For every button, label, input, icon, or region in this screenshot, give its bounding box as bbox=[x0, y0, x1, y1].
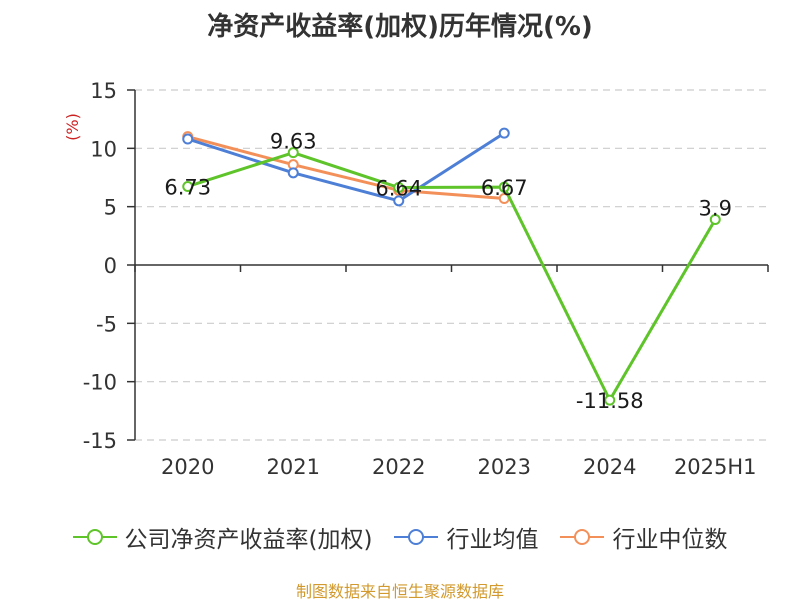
data-point bbox=[182, 180, 194, 192]
y-tick-label: 0 bbox=[104, 254, 117, 278]
data-point bbox=[709, 214, 721, 225]
legend-label-industry-mean: 行业均值 bbox=[446, 527, 539, 553]
y-tick-label: 15 bbox=[90, 79, 117, 103]
legend: 公司净资产收益率(加权) 行业均值 行业中位数 bbox=[0, 520, 800, 554]
data-point bbox=[604, 394, 616, 406]
legend-item-industry-median[interactable]: 行业中位数 bbox=[560, 520, 727, 554]
x-tick-label: 2022 bbox=[372, 455, 425, 479]
data-label: 9.63 bbox=[270, 130, 317, 154]
legend-item-company[interactable]: 公司净资产收益率(加权) bbox=[72, 520, 373, 554]
data-label: -11.58 bbox=[576, 389, 644, 413]
y-tick-label: 10 bbox=[90, 137, 117, 161]
axes: 15 10 5 0 -5 -10 -15 2020 2021 2022 2023 2024 2025H1… bbox=[63, 79, 769, 479]
data-point bbox=[393, 195, 405, 207]
legend-marker-industry-mean bbox=[394, 529, 439, 545]
y-tick-label: -5 bbox=[96, 312, 117, 336]
data-point bbox=[498, 181, 510, 193]
data-label: 6.64 bbox=[375, 177, 422, 201]
data-labels: 6.73 9.63 6.64 6.67 -11.58 3.9 bbox=[164, 130, 732, 413]
data-point bbox=[393, 182, 405, 194]
data-point bbox=[498, 127, 510, 139]
y-tick-label: 5 bbox=[104, 196, 117, 220]
y-tick-label: -10 bbox=[83, 371, 117, 395]
data-label: 6.67 bbox=[481, 176, 528, 200]
series-layer bbox=[182, 127, 721, 406]
data-label: 6.73 bbox=[164, 175, 211, 199]
series-line bbox=[187, 131, 506, 203]
data-point bbox=[182, 133, 194, 145]
x-tick-label: 2021 bbox=[267, 455, 320, 479]
source-note: 制图数据来自恒生聚源数据库 bbox=[295, 582, 504, 601]
x-tick-label: 2023 bbox=[478, 455, 531, 479]
x-tick-label: 2025H1 bbox=[674, 455, 757, 479]
data-point bbox=[287, 167, 299, 179]
data-point bbox=[287, 147, 299, 159]
grid-lines bbox=[135, 89, 768, 441]
series-line bbox=[187, 135, 505, 200]
legend-label-industry-median: 行业中位数 bbox=[612, 527, 728, 553]
x-tick-label: 2024 bbox=[583, 455, 636, 479]
legend-marker-industry-median bbox=[560, 529, 605, 545]
legend-marker-company bbox=[72, 529, 117, 545]
legend-label-company: 公司净资产收益率(加权) bbox=[124, 527, 373, 553]
x-tick-label: 2020 bbox=[161, 455, 214, 479]
y-axis-label: (%) bbox=[63, 113, 82, 141]
data-label: 3.9 bbox=[699, 197, 732, 221]
y-tick-label: -15 bbox=[83, 429, 117, 453]
chart-title: 净资产收益率(加权)历年情况(%) bbox=[207, 12, 593, 42]
legend-item-industry-mean[interactable]: 行业均值 bbox=[394, 520, 538, 554]
series-line bbox=[187, 151, 717, 402]
